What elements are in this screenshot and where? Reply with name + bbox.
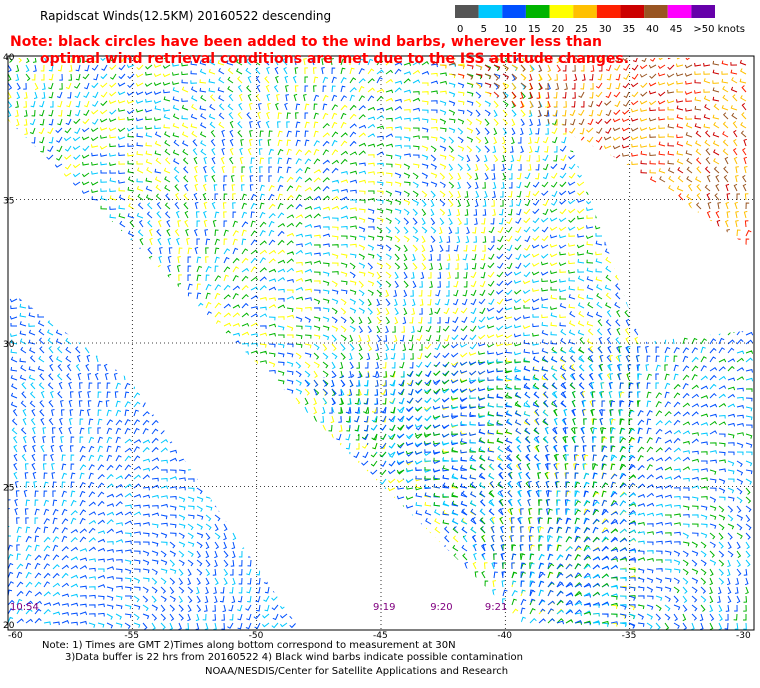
wind-swath xyxy=(8,290,300,630)
lon-label: -50 xyxy=(249,631,264,641)
chart-title: Rapidscat Winds(12.5KM) 20160522 descend… xyxy=(40,9,332,23)
colorbar-label: 5 xyxy=(481,24,487,35)
colorbar-label: 45 xyxy=(670,24,683,35)
colorbar-label: 25 xyxy=(575,24,588,35)
longitude-labels: -60 -55 -50 -45 -40 -35 -30 xyxy=(8,631,751,641)
colorbar-swatch xyxy=(455,5,479,18)
colorbar-label: 0 xyxy=(457,24,463,35)
lon-label: -40 xyxy=(497,631,512,641)
latitude-labels: 40 35 30 25 20 xyxy=(3,53,15,631)
lon-label: -55 xyxy=(124,631,139,641)
colorbar-label: 10 xyxy=(504,24,517,35)
contamination-note: Note: black circles have been added to t… xyxy=(10,34,629,68)
lat-label: 25 xyxy=(3,484,14,494)
footer-credit: NOAA/NESDIS/Center for Satellite Applica… xyxy=(205,666,509,677)
lon-label: -35 xyxy=(622,631,637,641)
colorbar-swatch xyxy=(644,5,668,18)
lat-label: 20 xyxy=(3,621,15,631)
colorbar-swatch xyxy=(549,5,574,18)
wind-swath xyxy=(8,58,640,631)
lon-label: -30 xyxy=(736,631,751,641)
time-label: 9:19 xyxy=(373,602,395,613)
colorbar-label: 35 xyxy=(622,24,635,35)
lat-label: 30 xyxy=(3,340,15,350)
wind-barb-swaths xyxy=(8,58,754,631)
footer-line-1: Note: 1) Times are GMT 2)Times along bot… xyxy=(42,640,456,651)
lat-lon-grid xyxy=(8,56,754,630)
colorbar-swatch xyxy=(573,5,597,18)
lat-label: 35 xyxy=(3,197,14,207)
colorbar-swatch xyxy=(525,5,550,18)
lon-label: -45 xyxy=(373,631,388,641)
lat-label: 40 xyxy=(3,53,15,63)
wind-speed-colorbar: 0 5 10 15 20 25 30 35 40 45 >50 knots xyxy=(455,5,745,35)
map-frame xyxy=(7,55,755,631)
lon-label: -60 xyxy=(8,631,23,641)
time-label: 9:20 xyxy=(430,602,452,613)
wind-swath xyxy=(420,58,754,250)
note-line-1: Note: black circles have been added to t… xyxy=(10,34,603,50)
footer-line-2: 3)Data buffer is 22 hrs from 20160522 4)… xyxy=(65,652,523,663)
time-label: 10:54 xyxy=(10,602,39,613)
colorbar-swatch xyxy=(620,5,645,18)
colorbar-label: 15 xyxy=(528,24,541,35)
time-labels: 10:54 9:19 9:20 9:21 xyxy=(10,602,507,613)
colorbar-swatch xyxy=(596,5,621,18)
wind-swath xyxy=(300,330,754,631)
colorbar-swatch xyxy=(667,5,692,18)
colorbar-label: 40 xyxy=(646,24,659,35)
colorbar-label: 20 xyxy=(552,24,565,35)
colorbar-label: >50 knots xyxy=(693,24,745,35)
colorbar-swatch xyxy=(502,5,526,18)
colorbar-label: 30 xyxy=(599,24,612,35)
colorbar-swatch xyxy=(691,5,715,18)
colorbar-swatch xyxy=(478,5,503,18)
note-line-2: optimal wind retrieval conditions are me… xyxy=(40,51,630,67)
time-label: 9:21 xyxy=(485,602,507,613)
